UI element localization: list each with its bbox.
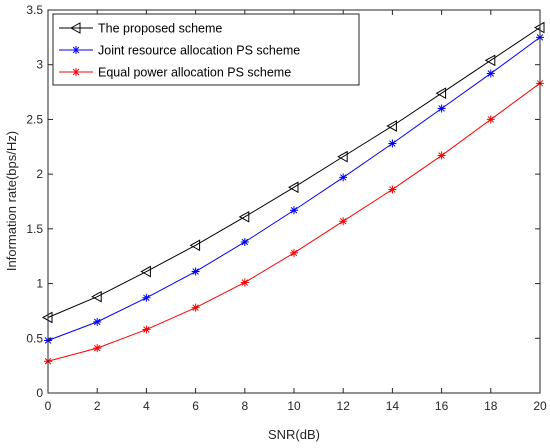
x-tick-label: 2 (94, 399, 101, 413)
data-point (437, 151, 446, 160)
x-tick-label: 6 (192, 399, 199, 413)
data-point (93, 344, 102, 353)
x-tick-label: 16 (435, 399, 449, 413)
data-point (388, 185, 397, 194)
y-tick-label: 1.5 (26, 222, 43, 236)
legend-marker (72, 46, 80, 54)
x-tick-label: 0 (45, 399, 52, 413)
legend-entry: Joint resource allocation PS scheme (59, 44, 300, 58)
series-line (47, 27, 541, 318)
x-tick-label: 20 (533, 399, 547, 413)
legend-entry: The proposed scheme (59, 22, 222, 36)
x-tick-label: 18 (484, 399, 498, 413)
y-tick-label: 2.5 (26, 112, 43, 126)
plot-frame (47, 9, 541, 394)
y-tick-label: 0.5 (26, 331, 43, 345)
y-tick-label: 2 (36, 167, 43, 181)
data-point (140, 265, 151, 278)
data-point (240, 278, 249, 287)
data-point (93, 317, 102, 326)
data-point (142, 325, 151, 334)
data-point (437, 104, 446, 113)
legend-marker (72, 68, 80, 76)
y-tick-label: 3 (36, 58, 43, 72)
data-point (290, 248, 298, 257)
x-tick-label: 12 (337, 399, 351, 413)
data-point (240, 237, 249, 246)
x-tick-label: 14 (386, 399, 400, 413)
data-point (486, 69, 495, 78)
data-point (290, 206, 298, 215)
data-point (91, 290, 102, 303)
legend-label: Joint resource allocation PS scheme (98, 44, 300, 58)
y-axis-label: Information rate(bps/Hz) (4, 131, 19, 271)
data-point (386, 120, 397, 132)
data-point (337, 150, 348, 163)
data-point (191, 303, 200, 312)
y-tick-label: 0 (36, 386, 43, 400)
x-tick-label: 8 (241, 399, 248, 413)
data-point (486, 115, 495, 124)
x-tick-label: 10 (287, 399, 301, 413)
x-tick-label: 4 (143, 399, 150, 413)
y-tick-label: 1 (36, 277, 43, 291)
legend-entry: Equal power allocation PS scheme (59, 66, 291, 80)
legend-marker (69, 22, 81, 34)
data-point (189, 239, 201, 252)
data-point (142, 293, 151, 302)
legend-label: Equal power allocation PS scheme (98, 66, 291, 80)
x-axis-label: SNR(dB) (268, 427, 320, 442)
data-point (339, 173, 348, 182)
data-point (388, 139, 397, 148)
data-point (339, 217, 348, 226)
data-point (287, 181, 299, 194)
data-point (484, 54, 496, 67)
data-point (238, 210, 250, 223)
y-tick-label: 3.5 (26, 3, 43, 17)
data-point (191, 267, 200, 276)
data-point (435, 87, 447, 100)
legend-box (52, 13, 360, 86)
legend: The proposed scheme Joint resource alloca… (52, 13, 360, 86)
ticks: 0 2 4 6 8 10 12 14 16 18 20 0 0.5 1 1.5 2 2.5 3 3.5 (26, 3, 547, 413)
legend-label: The proposed scheme (98, 22, 222, 36)
